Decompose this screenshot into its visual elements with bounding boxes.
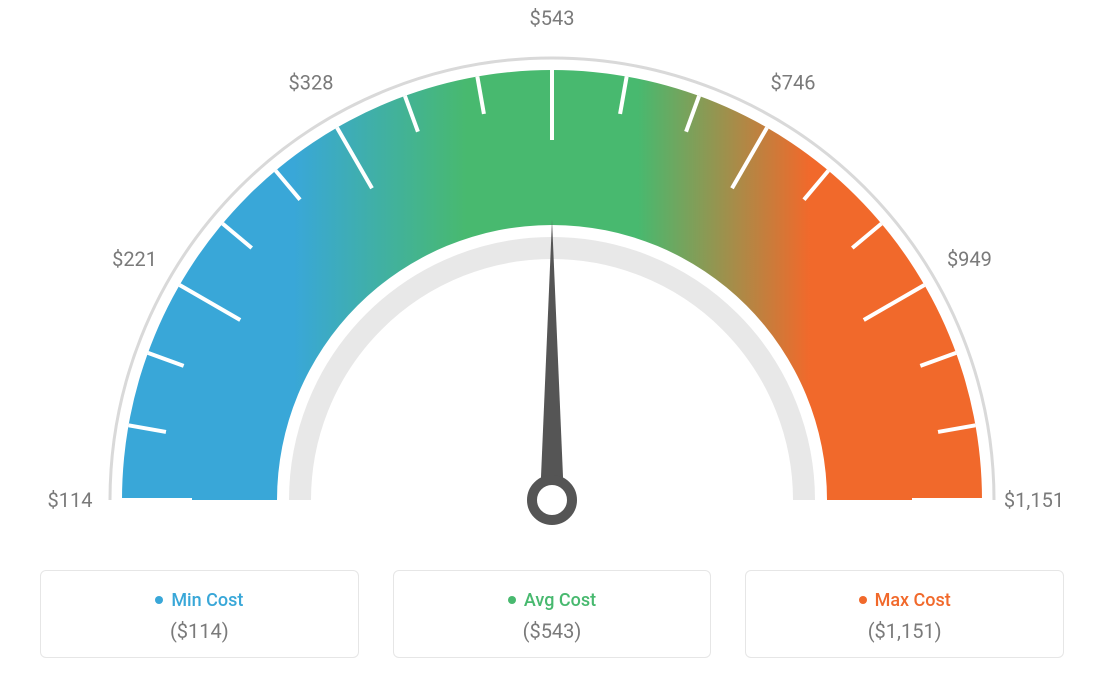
- min-cost-card: Min Cost ($114): [40, 570, 359, 658]
- tick-label: $114: [48, 488, 93, 512]
- gauge-svg: $114 $221 $328 $543 $746 $949 $1,151: [0, 0, 1104, 560]
- summary-cards-row: Min Cost ($114) Avg Cost ($543) Max Cost…: [0, 570, 1104, 658]
- avg-cost-value: ($543): [404, 619, 701, 643]
- max-cost-label: Max Cost: [859, 590, 951, 611]
- tick-label: $543: [530, 6, 575, 30]
- gauge-needle: [540, 220, 564, 500]
- avg-cost-label: Avg Cost: [508, 590, 596, 611]
- min-cost-label: Min Cost: [155, 590, 243, 611]
- tick-label: $1,151: [1004, 488, 1064, 512]
- tick-label: $221: [112, 247, 157, 271]
- tick-label: $328: [289, 71, 334, 95]
- min-cost-value: ($114): [51, 619, 348, 643]
- max-cost-value: ($1,151): [756, 619, 1053, 643]
- needle-hub: [532, 480, 572, 520]
- tick-label: $746: [771, 71, 816, 95]
- tick-label: $949: [947, 247, 992, 271]
- avg-cost-card: Avg Cost ($543): [393, 570, 712, 658]
- cost-gauge: $114 $221 $328 $543 $746 $949 $1,151: [0, 0, 1104, 560]
- max-cost-card: Max Cost ($1,151): [745, 570, 1064, 658]
